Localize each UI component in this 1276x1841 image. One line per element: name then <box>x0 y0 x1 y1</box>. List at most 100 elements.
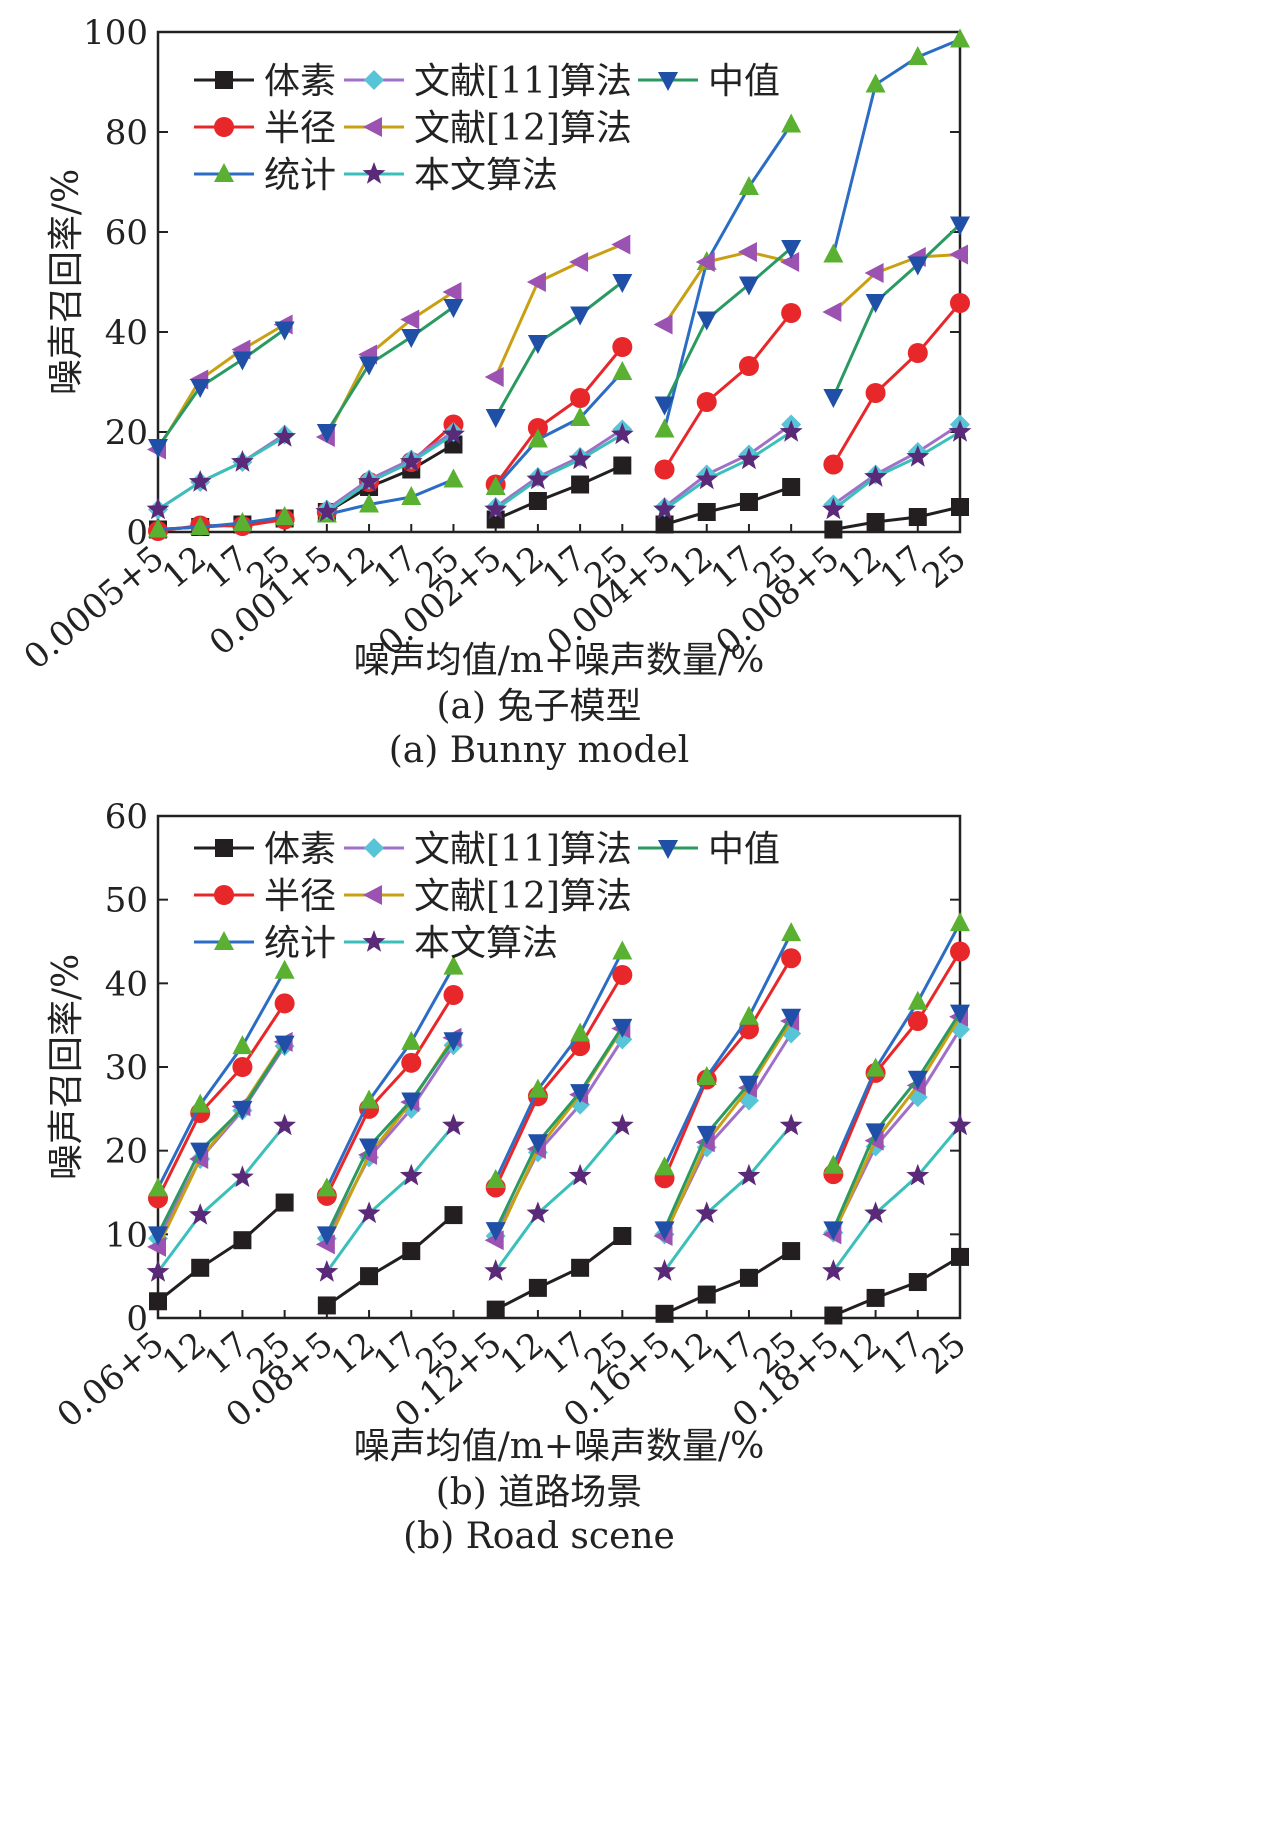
series-line <box>325 290 455 438</box>
y-tick-label: 100 <box>83 13 148 53</box>
y-tick-label: 60 <box>105 213 148 253</box>
data-point <box>148 518 168 538</box>
series-line <box>832 1011 962 1230</box>
data-point <box>443 1032 464 1052</box>
data-point <box>739 1268 758 1287</box>
data-point <box>484 1230 504 1251</box>
data-point <box>191 1258 210 1277</box>
data-point <box>780 252 800 272</box>
data-point <box>781 948 802 969</box>
data-point <box>951 498 969 516</box>
data-point <box>274 1035 295 1055</box>
legend-marker <box>658 72 678 91</box>
data-point <box>148 1177 168 1197</box>
series-line <box>495 1234 624 1311</box>
data-point <box>188 470 212 492</box>
legend-label: 统计 <box>264 155 336 196</box>
data-point <box>570 1022 591 1042</box>
data-point <box>738 1005 759 1025</box>
series-2 <box>148 28 970 538</box>
data-point <box>442 1113 465 1136</box>
data-point <box>232 351 253 371</box>
series-line <box>494 428 624 509</box>
legend-marker <box>363 117 382 137</box>
data-point <box>653 314 673 335</box>
series-line <box>663 423 793 509</box>
data-point <box>443 299 464 318</box>
data-point <box>949 244 968 265</box>
data-point <box>232 1057 253 1077</box>
data-point <box>695 252 715 272</box>
data-point <box>442 282 462 302</box>
x-tick-label: 25 <box>915 538 974 596</box>
data-point <box>907 256 928 276</box>
y-tick-label: 40 <box>105 313 148 353</box>
data-point <box>484 367 504 387</box>
data-point <box>907 990 928 1010</box>
data-point <box>359 356 380 376</box>
data-point <box>146 497 170 520</box>
data-point <box>570 388 591 408</box>
x-tick-label: 0.0005+5 <box>17 538 172 677</box>
data-point <box>570 407 591 426</box>
data-point <box>528 492 547 510</box>
data-point <box>948 1113 972 1136</box>
y-axis-label: 噪声召回率/% <box>46 169 87 395</box>
data-point <box>149 1292 167 1311</box>
series-line <box>663 250 792 326</box>
legend-label: 本文算法 <box>414 155 558 196</box>
legend-item: 文献[11]算法 <box>344 829 632 870</box>
series-2 <box>148 912 970 1197</box>
data-point <box>950 28 970 48</box>
data-point <box>737 447 761 470</box>
data-point <box>526 272 546 292</box>
legend-item: 半径 <box>194 876 336 917</box>
legend-item: 体素 <box>194 61 336 102</box>
data-point <box>610 1113 634 1136</box>
data-point <box>402 1242 421 1261</box>
series-line <box>663 123 793 430</box>
data-point <box>570 1084 591 1104</box>
caption-en: (b) Road scene <box>403 1516 675 1557</box>
series-line <box>494 243 623 378</box>
data-point <box>907 1070 928 1090</box>
data-point <box>147 1236 166 1257</box>
legend-label: 半径 <box>264 876 336 917</box>
series-4 <box>147 234 968 460</box>
chart-bunny-model: 0204060801000.0005+51217250.001+51217250… <box>17 13 974 771</box>
data-point <box>568 1163 592 1186</box>
data-point <box>317 1296 336 1315</box>
data-point <box>822 302 842 322</box>
series-line <box>494 1124 624 1272</box>
data-point <box>274 506 295 525</box>
data-point <box>738 276 759 296</box>
data-point <box>950 1004 970 1024</box>
data-point <box>779 420 803 442</box>
data-point <box>737 1163 761 1186</box>
series-line <box>325 433 455 514</box>
data-point <box>527 428 548 448</box>
y-tick-label: 50 <box>105 881 148 921</box>
series-line <box>833 505 961 531</box>
y-tick-label: 20 <box>105 1132 148 1172</box>
y-tick-label: 40 <box>105 964 148 1004</box>
series-line <box>832 302 962 466</box>
legend-item: 文献[11]算法 <box>344 61 632 102</box>
data-point <box>655 1304 674 1323</box>
data-point <box>950 941 970 962</box>
data-point <box>906 1163 930 1186</box>
data-point <box>906 445 930 467</box>
data-point <box>571 1258 590 1277</box>
series-line <box>156 1002 286 1200</box>
legend-item: 中值 <box>638 61 780 102</box>
x-tick-label: 25 <box>915 1324 974 1382</box>
series-line <box>157 1201 286 1303</box>
y-tick-label: 80 <box>105 113 148 153</box>
legend-marker <box>364 838 384 858</box>
series-line <box>494 433 624 511</box>
data-point <box>696 311 717 331</box>
caption-en: (a) Bunny model <box>389 730 689 771</box>
data-point <box>824 520 843 539</box>
